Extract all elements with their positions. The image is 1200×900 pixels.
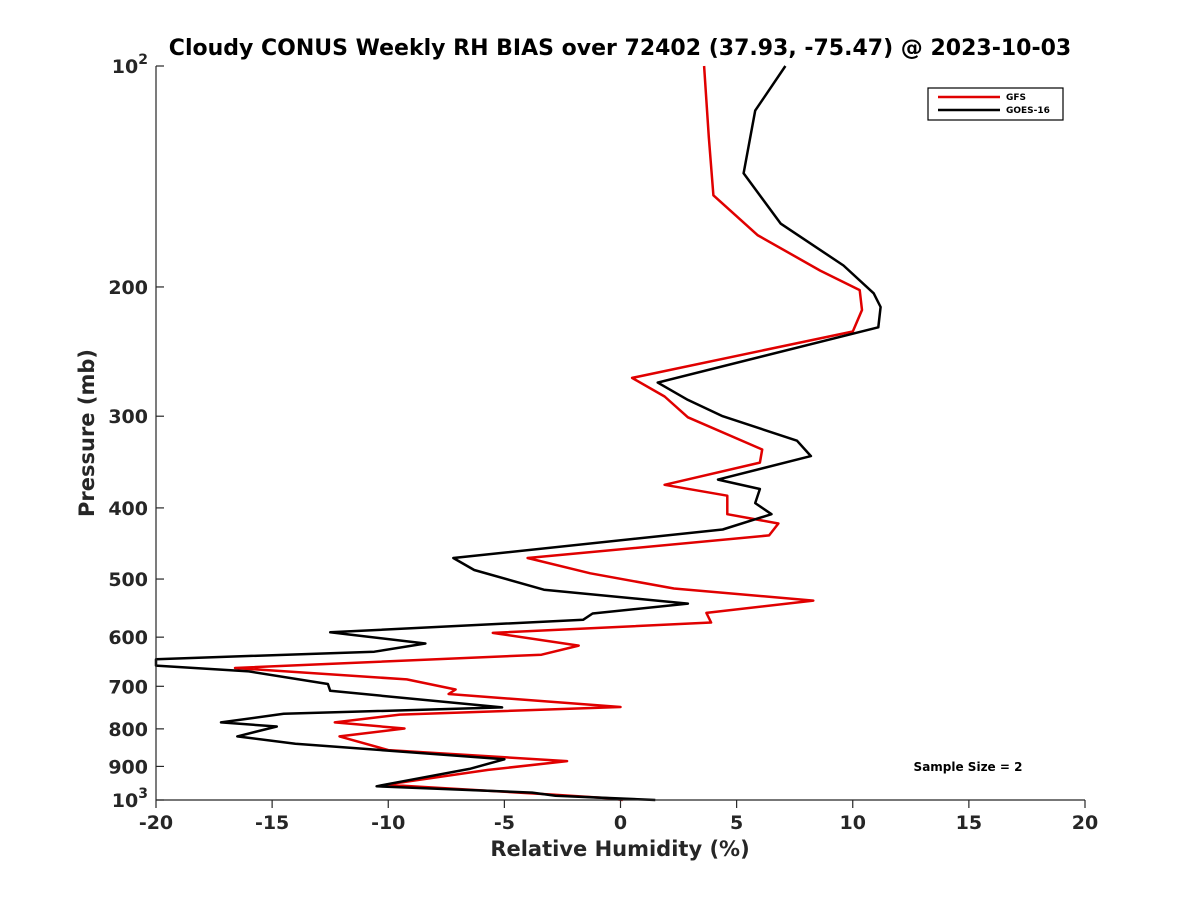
y-tick-label: 900 bbox=[108, 756, 148, 778]
x-ticks: -20 -15 -10 -5 0 5 10 15 20 bbox=[139, 800, 1098, 834]
x-tick-label: -10 bbox=[371, 812, 405, 834]
series-layer bbox=[154, 65, 882, 802]
y-tick-exponent: 3 bbox=[138, 786, 148, 802]
y-tick-label: 700 bbox=[108, 676, 148, 698]
legend-label-gfs: GFS bbox=[1006, 93, 1026, 103]
y-tick-label: 102 bbox=[112, 52, 148, 78]
y-tick-exponent: 2 bbox=[138, 52, 148, 68]
y-tick-label: 300 bbox=[108, 406, 148, 428]
x-axis-title: Relative Humidity (%) bbox=[490, 837, 749, 861]
series-line-goes16 bbox=[154, 65, 882, 802]
x-tick-label: -15 bbox=[255, 812, 289, 834]
x-tick-label: 0 bbox=[614, 812, 627, 834]
y-tick-label: 200 bbox=[108, 277, 148, 299]
x-tick-label: -5 bbox=[494, 812, 515, 834]
sample-size-annotation: Sample Size = 2 bbox=[914, 760, 1023, 774]
y-tick-base: 10 bbox=[112, 790, 138, 812]
x-tick-label: 15 bbox=[956, 812, 982, 834]
legend-label-goes16: GOES-16 bbox=[1006, 106, 1050, 116]
y-tick-base: 10 bbox=[112, 56, 138, 78]
series-line-gfs bbox=[233, 65, 864, 802]
legend: GFS GOES-16 bbox=[927, 87, 1064, 121]
x-tick-label: 5 bbox=[730, 812, 743, 834]
y-tick-label: 600 bbox=[108, 627, 148, 649]
y-tick-label: 400 bbox=[108, 498, 148, 520]
x-tick-label: -20 bbox=[139, 812, 173, 834]
y-axis-title: Pressure (mb) bbox=[75, 349, 99, 517]
legend-box bbox=[927, 87, 1064, 121]
y-tick-label: 500 bbox=[108, 569, 148, 591]
y-tick-label: 103 bbox=[112, 786, 148, 812]
x-tick-label: 20 bbox=[1072, 812, 1098, 834]
x-tick-label: 10 bbox=[840, 812, 866, 834]
y-tick-label: 800 bbox=[108, 719, 148, 741]
chart-title: Cloudy CONUS Weekly RH BIAS over 72402 (… bbox=[169, 36, 1071, 61]
